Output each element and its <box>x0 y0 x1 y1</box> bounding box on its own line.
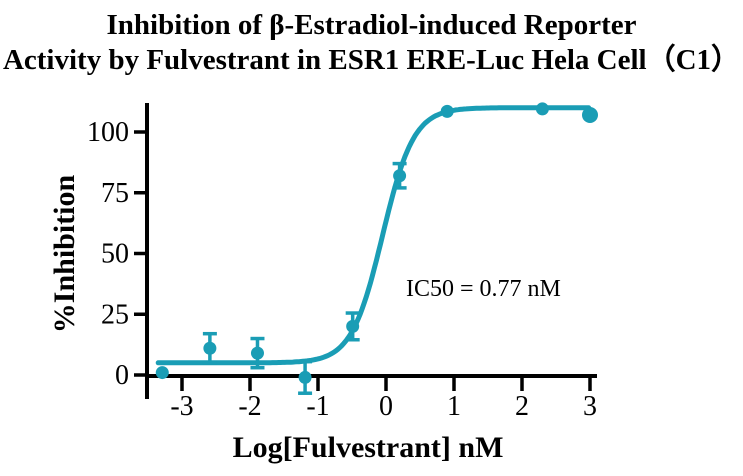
data-point <box>440 104 454 118</box>
data-point <box>250 346 264 360</box>
chart-title-line-2: Activity by Fulvestrant in ESR1 ERE-Luc … <box>2 44 741 76</box>
x-tick-label: -1 <box>306 391 329 422</box>
data-point <box>535 102 549 116</box>
y-tick-label: 0 <box>115 360 129 391</box>
x-tick-label: 2 <box>515 391 529 422</box>
data-point <box>393 169 407 183</box>
x-tick-label: -3 <box>170 391 193 422</box>
x-tick-label: 0 <box>379 391 393 422</box>
fit-curve <box>155 105 592 366</box>
data-point <box>298 370 312 384</box>
x-tick-label: -2 <box>238 391 261 422</box>
chart-title: Inhibition of β-Estradiol-induced Report… <box>0 8 743 78</box>
y-axis-title: %Inhibition <box>48 174 81 333</box>
x-axis-title: Log[Fulvestrant] nM <box>233 431 504 464</box>
y-tick-label: 25 <box>101 299 129 330</box>
chart-title-line-1: Inhibition of β-Estradiol-induced Report… <box>106 9 637 41</box>
x-tick-label: 3 <box>583 391 597 422</box>
y-tick-label: 75 <box>101 178 129 209</box>
ic50-annotation: IC50 = 0.77 nM <box>406 276 561 302</box>
x-tick-label: 1 <box>447 391 461 422</box>
data-point <box>155 366 169 380</box>
y-tick-label: 50 <box>101 239 129 270</box>
y-tick-label: 100 <box>87 117 129 148</box>
data-point <box>346 319 360 333</box>
data-point <box>582 106 598 123</box>
data-point <box>203 341 217 355</box>
